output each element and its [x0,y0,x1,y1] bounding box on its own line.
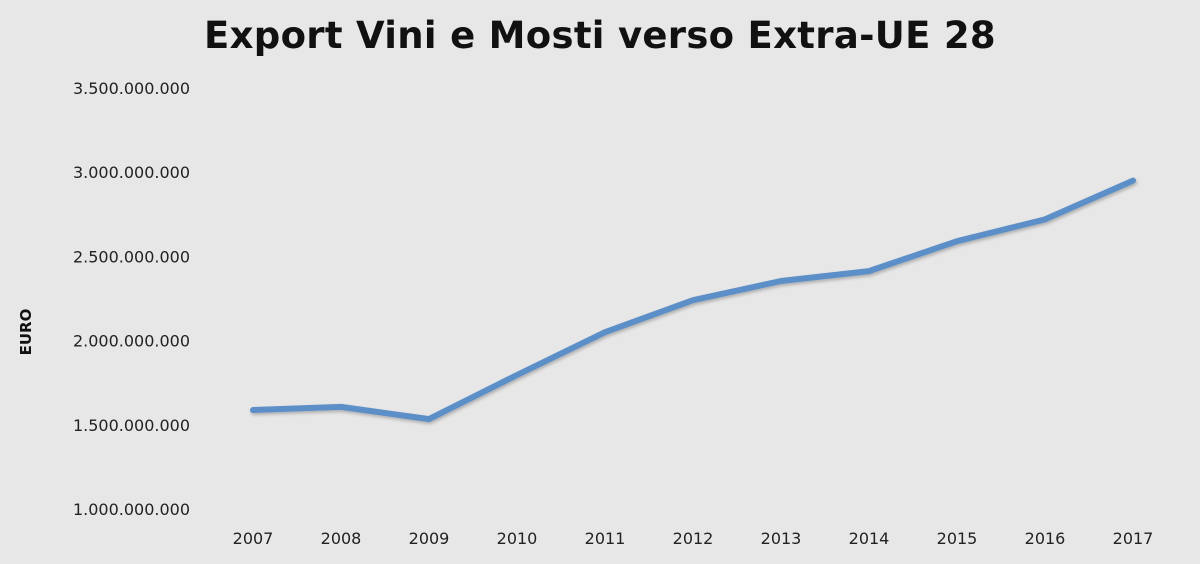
y-tick-label: 1.500.000.000 [73,416,190,435]
y-tick-label: 1.000.000.000 [73,500,190,519]
y-tick-label: 2.000.000.000 [73,332,190,351]
y-tick-label: 3.500.000.000 [73,79,190,98]
y-tick-label: 2.500.000.000 [73,247,190,266]
y-axis-ticks: 1.000.000.000 1.500.000.000 2.000.000.000 2… [73,79,190,519]
x-tick-label: 2010 [497,529,538,548]
x-axis-ticks: 2007 2008 2009 2010 2011 2012 2013 2014 2015 2016… [233,529,1154,548]
x-tick-label: 2011 [585,529,626,548]
data-line [250,177,1136,423]
x-tick-label: 2007 [233,529,274,548]
chart-title: Export Vini e Mosti verso Extra-UE 28 [204,14,996,57]
x-tick-label: 2014 [849,529,890,548]
x-tick-label: 2008 [321,529,362,548]
x-tick-label: 2012 [673,529,714,548]
x-tick-label: 2016 [1025,529,1066,548]
x-tick-label: 2015 [937,529,978,548]
y-tick-label: 3.000.000.000 [73,163,190,182]
x-tick-label: 2009 [409,529,450,548]
x-tick-label: 2017 [1113,529,1154,548]
x-tick-label: 2013 [761,529,802,548]
